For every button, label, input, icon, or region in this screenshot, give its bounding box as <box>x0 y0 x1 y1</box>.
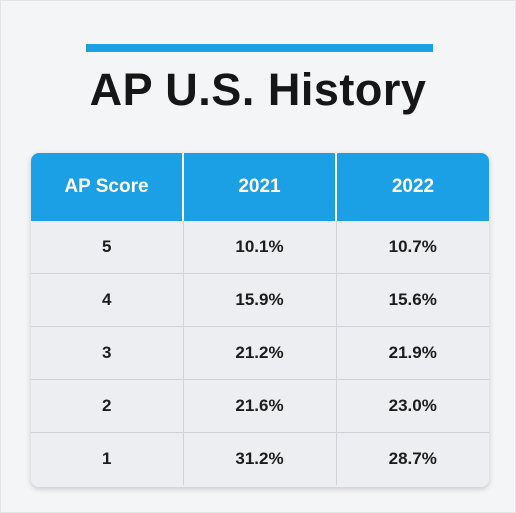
score-distribution-table: AP Score 2021 2022 5 10.1% 10.7% 4 15.9%… <box>31 153 489 485</box>
percent-2022-cell: 23.0% <box>335 379 489 433</box>
column-header-ap-score: AP Score <box>31 153 183 221</box>
percent-2021-cell: 31.2% <box>182 432 336 485</box>
percent-2022-cell: 21.9% <box>335 326 489 380</box>
score-cell: 5 <box>102 237 112 256</box>
percent-2021-cell: 21.2% <box>182 326 336 380</box>
score-cell: 4 <box>31 273 183 327</box>
table-row: 4 15.9% 15.6% <box>31 273 489 327</box>
percent-2022-cell: 15.6% <box>335 273 489 327</box>
title-accent-bar <box>86 44 433 52</box>
percent-2022-cell: 10.7% <box>335 221 489 274</box>
score-cell: 2 <box>31 379 183 433</box>
table-row: 5 10.1% 10.7% <box>31 221 489 274</box>
score-cell: 3 <box>31 326 183 380</box>
column-header-2022: 2022 <box>335 153 489 221</box>
percent-2021-cell: 21.6% <box>182 379 336 433</box>
score-table-card: AP Score 2021 2022 5 10.1% 10.7% 4 15.9%… <box>31 153 489 487</box>
table-header-row: AP Score 2021 2022 <box>31 153 489 221</box>
table-row: 1 31.2% 28.7% <box>31 432 489 485</box>
score-cell: 1 <box>31 432 183 485</box>
percent-2022-cell: 28.7% <box>335 432 489 485</box>
page-title: AP U.S. History <box>89 64 427 115</box>
percent-2021-cell: 15.9% <box>182 273 336 327</box>
table-row: 3 21.2% 21.9% <box>31 326 489 380</box>
table-row: 2 21.6% 23.0% <box>31 379 489 433</box>
column-header-2021: 2021 <box>182 153 336 221</box>
percent-2021-cell: 10.1% <box>182 221 336 274</box>
